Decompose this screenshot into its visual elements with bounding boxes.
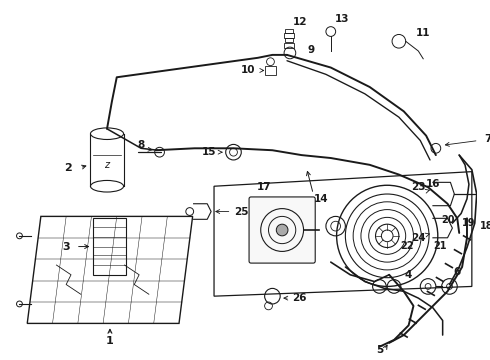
Text: 7: 7 (485, 134, 490, 144)
Text: 20: 20 (441, 215, 454, 225)
Text: 11: 11 (416, 28, 430, 39)
Text: z: z (104, 160, 110, 170)
Text: 13: 13 (335, 14, 350, 24)
Text: 18: 18 (480, 221, 490, 231)
Text: 16: 16 (426, 179, 440, 189)
Text: 12: 12 (293, 17, 307, 27)
Text: 24: 24 (411, 233, 426, 243)
Text: 1: 1 (106, 336, 114, 346)
FancyBboxPatch shape (249, 197, 315, 263)
Text: 8: 8 (137, 140, 145, 150)
Text: 14: 14 (314, 194, 328, 204)
Text: 23: 23 (411, 182, 426, 192)
Text: 10: 10 (241, 66, 255, 76)
Text: 15: 15 (202, 147, 217, 157)
Text: 22: 22 (400, 240, 414, 251)
Circle shape (276, 224, 288, 236)
Text: 26: 26 (293, 293, 307, 303)
Text: 9: 9 (308, 45, 315, 55)
Text: 4: 4 (405, 270, 412, 280)
Text: 6: 6 (454, 267, 461, 277)
Text: 2: 2 (64, 163, 72, 173)
Text: 25: 25 (234, 207, 248, 216)
Text: 19: 19 (462, 218, 476, 228)
Text: 5: 5 (376, 345, 383, 355)
Text: 3: 3 (62, 242, 70, 252)
Text: 17: 17 (257, 182, 272, 192)
Text: 21: 21 (433, 240, 446, 251)
